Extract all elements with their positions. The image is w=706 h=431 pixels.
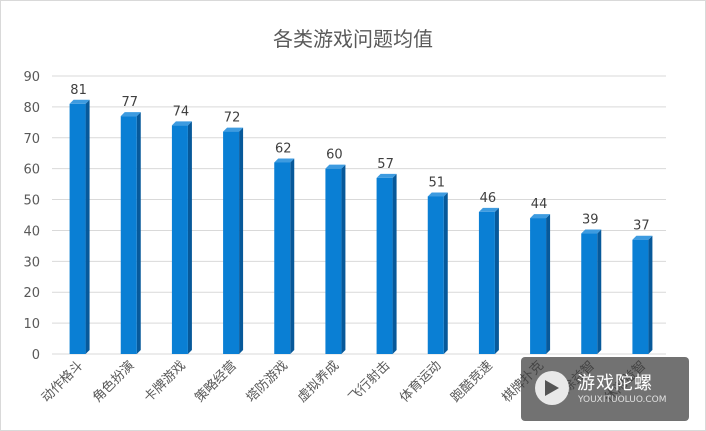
x-category-label: 体育运动 bbox=[396, 358, 444, 406]
bar-side bbox=[187, 121, 192, 354]
y-tick-label: 70 bbox=[23, 132, 40, 147]
bar-front bbox=[632, 239, 649, 354]
y-tick-label: 90 bbox=[23, 70, 40, 85]
bar bbox=[478, 207, 499, 354]
bar bbox=[171, 121, 192, 354]
y-tick-label: 30 bbox=[23, 255, 40, 270]
data-label: 72 bbox=[224, 111, 241, 126]
y-tick-label: 10 bbox=[23, 317, 40, 332]
bar-side bbox=[290, 158, 295, 354]
x-category-label: 飞行射击 bbox=[345, 358, 393, 406]
bar bbox=[274, 158, 295, 354]
bar-side bbox=[494, 207, 499, 354]
x-category-label: 跑酷竞速 bbox=[448, 358, 496, 406]
grid-layer bbox=[52, 75, 666, 355]
bar-side bbox=[136, 112, 141, 355]
data-label: 74 bbox=[173, 104, 190, 119]
bar bbox=[632, 235, 653, 354]
bar-top bbox=[120, 112, 141, 117]
data-label: 51 bbox=[428, 175, 445, 190]
bar-front bbox=[120, 116, 137, 355]
bar-top bbox=[274, 158, 295, 163]
bar-top bbox=[325, 164, 346, 169]
bar bbox=[581, 229, 602, 354]
bar-side bbox=[85, 99, 90, 354]
data-labels: 81 77 74 72 62 60 57 51 46 44 39 37 bbox=[70, 83, 649, 234]
x-category-label: 虚拟养成 bbox=[294, 358, 342, 406]
bar-top bbox=[530, 214, 551, 219]
y-tick-label: 50 bbox=[23, 194, 40, 209]
bar-top bbox=[478, 207, 499, 212]
y-tick-label: 80 bbox=[23, 101, 40, 116]
watermark: 游戏陀螺 YOUXITUOLUO.COM bbox=[521, 357, 689, 421]
watermark-name: 游戏陀螺 bbox=[577, 373, 653, 394]
bar-top bbox=[427, 192, 448, 197]
bar-front bbox=[223, 131, 240, 354]
bar-top bbox=[632, 235, 653, 240]
bar-front bbox=[325, 168, 342, 354]
x-category-label: 策略经营 bbox=[192, 358, 240, 406]
bar-side bbox=[341, 164, 346, 354]
bar-top bbox=[171, 121, 192, 126]
x-category-label: 塔防游戏 bbox=[243, 358, 291, 406]
y-tick-label: 40 bbox=[23, 224, 40, 239]
bar bbox=[69, 99, 90, 354]
bar-front bbox=[171, 125, 188, 354]
y-tick-label: 60 bbox=[23, 163, 40, 178]
bar-side bbox=[392, 173, 397, 354]
bar-side bbox=[648, 235, 653, 354]
y-axis-ticks: 0 10 20 30 40 50 60 70 80 90 bbox=[23, 70, 40, 363]
y-tick-label: 20 bbox=[23, 286, 40, 301]
data-label: 77 bbox=[121, 95, 138, 110]
bar-side bbox=[546, 214, 551, 354]
x-category-label: 卡牌游戏 bbox=[141, 358, 189, 406]
data-label: 37 bbox=[633, 219, 650, 234]
bar bbox=[530, 214, 551, 354]
bar-side bbox=[597, 229, 602, 354]
watermark-url: YOUXITUOLUO.COM bbox=[578, 395, 667, 405]
bar-front bbox=[69, 103, 86, 354]
data-label: 46 bbox=[480, 191, 497, 206]
bar-front bbox=[274, 162, 291, 354]
x-category-label: 动作格斗 bbox=[38, 358, 86, 406]
bar-front bbox=[478, 211, 495, 354]
data-label: 39 bbox=[582, 213, 599, 228]
x-category-label: 角色扮演 bbox=[89, 358, 137, 406]
data-label: 60 bbox=[326, 148, 343, 163]
bar-top bbox=[581, 229, 602, 234]
data-label: 81 bbox=[70, 83, 87, 98]
bar-top bbox=[376, 173, 397, 178]
bar-top bbox=[223, 127, 244, 132]
bar bbox=[325, 164, 346, 354]
data-label: 44 bbox=[531, 197, 548, 212]
data-label: 62 bbox=[275, 141, 292, 156]
bar bbox=[376, 173, 397, 354]
bar-side bbox=[239, 127, 244, 354]
bar-front bbox=[530, 218, 547, 354]
bar-side bbox=[443, 192, 448, 354]
watermark-logo-icon bbox=[535, 371, 569, 405]
data-label: 57 bbox=[377, 157, 394, 172]
y-tick-label: 0 bbox=[32, 348, 40, 363]
bar-front bbox=[376, 177, 393, 354]
bar bbox=[223, 127, 244, 354]
bar-front bbox=[581, 233, 598, 354]
bars bbox=[69, 99, 653, 355]
bar-top bbox=[69, 99, 90, 104]
bar-front bbox=[427, 196, 444, 354]
chart-title: 各类游戏问题均值 bbox=[273, 27, 433, 51]
bar bbox=[120, 112, 141, 355]
bar bbox=[427, 192, 448, 354]
